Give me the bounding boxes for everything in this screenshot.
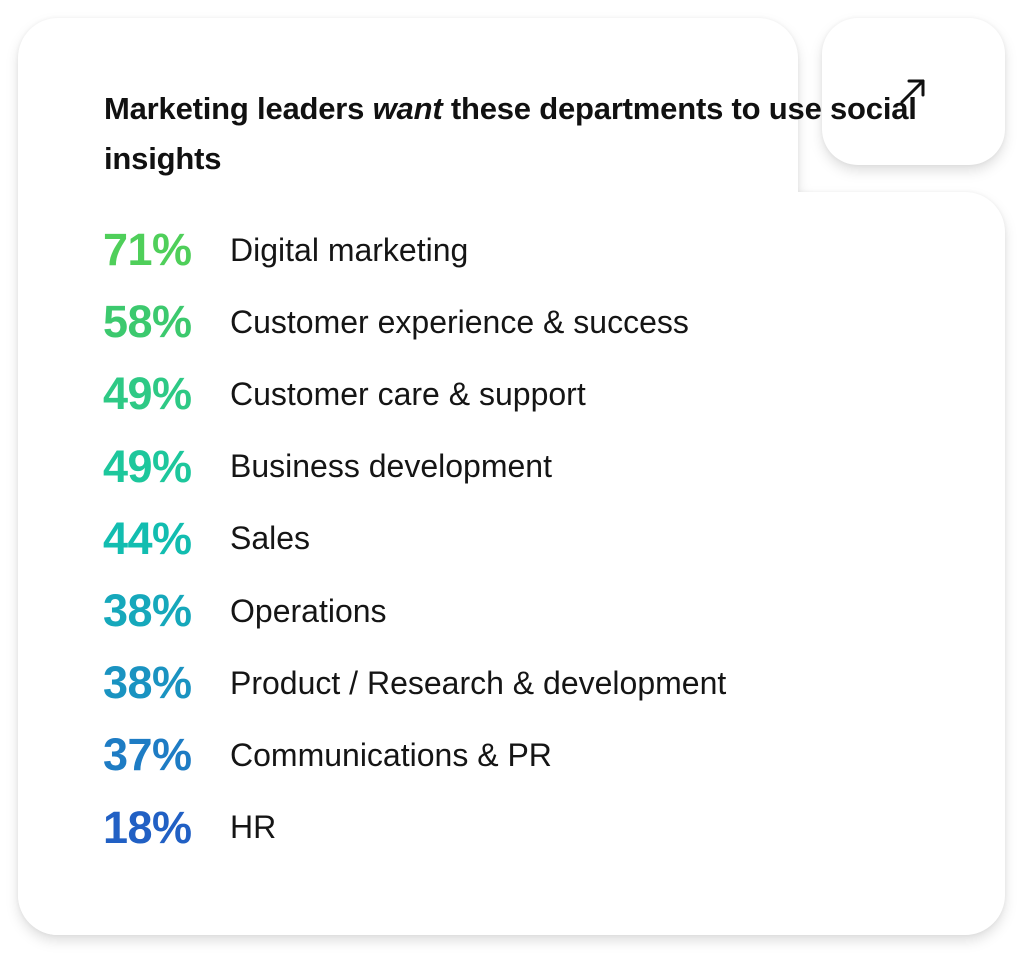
- stat-percentage: 58%: [103, 296, 192, 348]
- stat-percentage: 71%: [103, 224, 192, 275]
- card-title: Marketing leaders want these departments…: [104, 84, 1024, 184]
- stat-label: Sales: [230, 520, 311, 557]
- stat-row: 18% HR: [103, 798, 276, 858]
- stat-percentage: 38%: [103, 585, 192, 636]
- stat-row: 38% Operations: [103, 581, 387, 641]
- stat-percentage: 49%: [103, 440, 192, 492]
- stat-card-body: [18, 192, 1005, 935]
- stat-row: 71% Digital marketing: [103, 220, 468, 280]
- stat-label: Communications & PR: [230, 736, 552, 773]
- stat-percentage: 38%: [103, 657, 192, 709]
- stat-row: 44% Sales: [103, 509, 310, 569]
- stat-row: 58% Customer experience & success: [103, 292, 689, 352]
- title-text: Marketing leaders: [104, 91, 373, 126]
- stat-row: 49% Business development: [103, 437, 552, 497]
- stat-percentage: 37%: [103, 729, 192, 781]
- stat-label: HR: [230, 809, 277, 846]
- stat-percentage: 44%: [103, 512, 192, 564]
- stat-row: 38% Product / Research & development: [103, 653, 726, 713]
- stat-row: 37% Communications & PR: [103, 725, 552, 785]
- stat-label: Customer experience & success: [230, 303, 689, 340]
- expand-button[interactable]: [822, 18, 1005, 165]
- arrow-up-right-icon: [900, 79, 925, 104]
- stat-percentage: 49%: [103, 368, 192, 420]
- title-emphasis: want: [372, 91, 443, 126]
- stat-row: 49% Customer care & support: [103, 364, 586, 424]
- stat-label: Business development: [230, 448, 552, 485]
- title-text-end: these departments to use social insights: [104, 91, 917, 176]
- stat-label: Operations: [230, 592, 387, 629]
- stat-percentage: 18%: [103, 801, 192, 853]
- stat-label: Customer care & support: [230, 375, 586, 412]
- stat-label: Digital marketing: [230, 231, 469, 268]
- stat-label: Product / Research & development: [230, 664, 727, 701]
